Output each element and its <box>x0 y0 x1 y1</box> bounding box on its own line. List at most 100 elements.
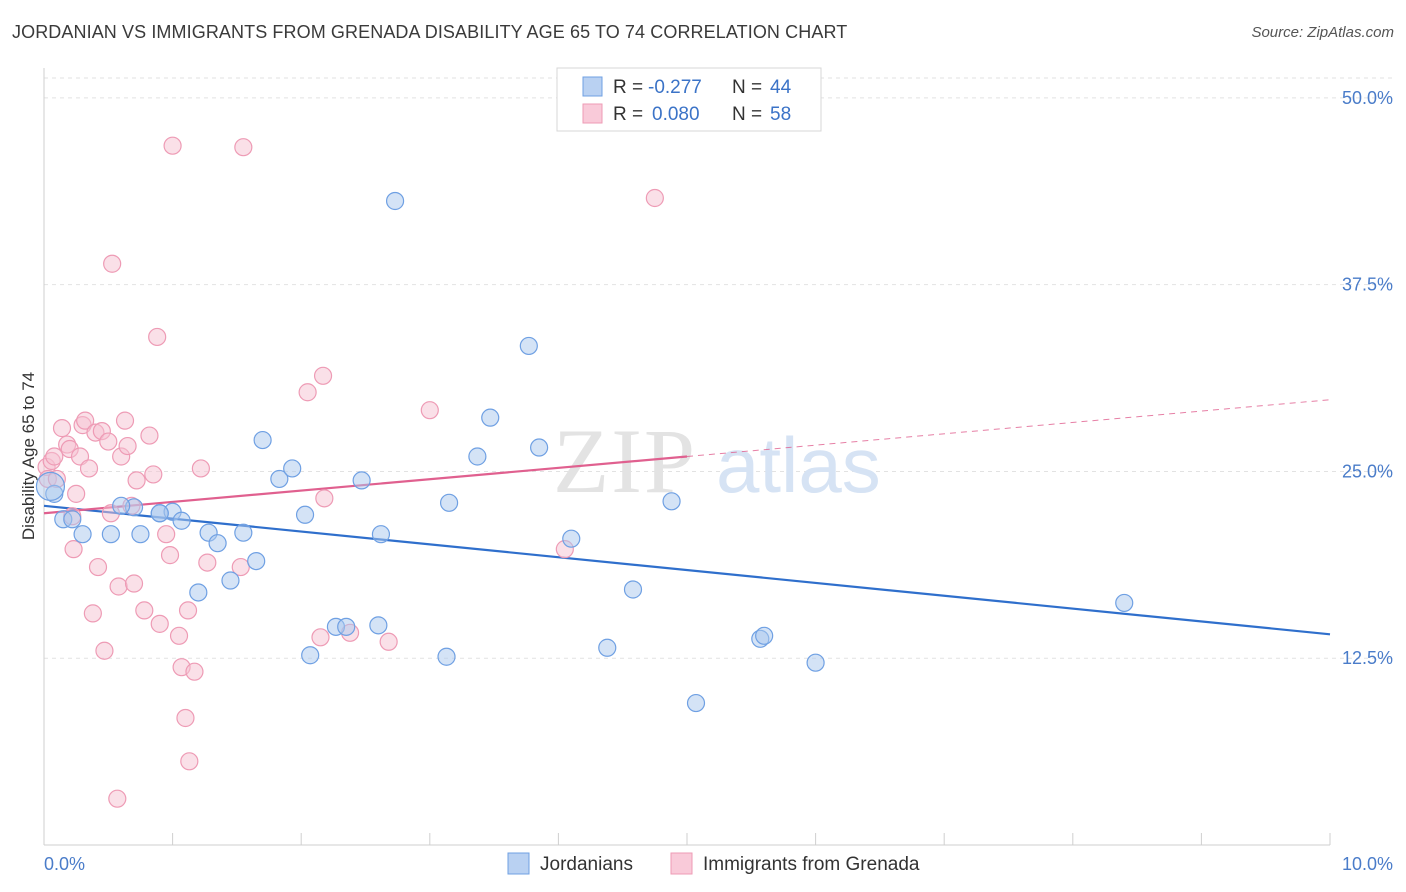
data-point <box>806 653 825 672</box>
data-point <box>315 489 334 508</box>
chart-title: JORDANIAN VS IMMIGRANTS FROM GRENADA DIS… <box>12 22 848 42</box>
watermark-atlas: atlas <box>716 421 881 509</box>
data-point <box>311 628 330 647</box>
data-point <box>64 540 83 559</box>
watermark: ZIP atlas <box>553 410 881 512</box>
data-point <box>337 617 356 636</box>
y-tick-label: 12.5% <box>1342 648 1393 668</box>
data-point <box>468 447 487 466</box>
data-point <box>437 647 456 666</box>
data-point <box>52 419 72 438</box>
legend-swatch-grenada <box>582 103 603 124</box>
data-point <box>755 626 774 645</box>
data-point <box>371 525 391 544</box>
data-point <box>562 529 581 548</box>
data-point <box>247 551 266 571</box>
data-point <box>150 614 169 633</box>
data-point <box>124 574 144 593</box>
data-point <box>234 138 253 157</box>
data-point <box>101 525 120 544</box>
data-point <box>150 504 169 523</box>
legend-swatch-jordanians <box>582 76 603 97</box>
y-tick-labels: 12.5% 25.0% 37.5% 50.0% <box>1342 88 1393 668</box>
data-point <box>270 469 289 489</box>
data-point <box>189 583 208 602</box>
data-point <box>79 459 99 478</box>
data-point <box>127 471 146 490</box>
data-point <box>83 604 102 623</box>
data-point <box>172 511 191 530</box>
legend-n-label-2: N = <box>732 104 762 125</box>
data-point <box>178 601 198 620</box>
data-point <box>519 336 538 356</box>
data-point <box>191 459 210 478</box>
legend-r-label-2: R = <box>613 104 643 125</box>
data-point <box>160 546 180 565</box>
data-point <box>169 626 189 645</box>
y-tick-label: 50.0% <box>1342 88 1393 108</box>
data-point <box>208 534 227 553</box>
data-point <box>45 447 64 466</box>
data-point <box>148 327 167 347</box>
correlation-legend: R = -0.277 N = 44 R = 0.080 N = 58 <box>556 67 822 132</box>
y-tick-label: 25.0% <box>1342 461 1393 481</box>
data-point <box>231 557 250 577</box>
data-point <box>185 662 204 681</box>
data-point <box>135 601 154 620</box>
series-legend-label-jordanians: Jordanians <box>540 854 633 875</box>
data-point <box>623 580 643 599</box>
data-point <box>295 505 315 524</box>
source-credit: Source: ZipAtlas.com <box>1251 24 1394 41</box>
x-tick-labels: 0.0% 10.0% <box>44 854 1393 874</box>
data-point <box>686 693 706 713</box>
data-point <box>95 641 114 660</box>
data-point <box>298 383 317 402</box>
series-legend-label-grenada: Immigrants from Grenada <box>703 854 920 875</box>
data-point <box>157 525 176 544</box>
data-point <box>385 191 405 211</box>
legend-r-value-2: 0.080 <box>652 104 700 125</box>
series-legend-swatch-jordanians <box>507 852 530 875</box>
data-point <box>313 366 333 385</box>
data-point <box>420 401 439 420</box>
data-point <box>283 459 302 478</box>
data-point <box>369 616 388 635</box>
legend-n-label-1: N = <box>732 77 762 98</box>
data-point <box>176 708 195 728</box>
data-point <box>530 438 549 457</box>
data-point <box>109 577 128 596</box>
legend-n-value-2: 58 <box>770 104 791 125</box>
data-point <box>144 465 163 484</box>
data-point <box>379 632 398 651</box>
data-point <box>234 523 253 542</box>
legend-r-label-1: R = <box>613 77 643 98</box>
data-points <box>35 136 1134 808</box>
data-point <box>662 492 681 511</box>
data-point <box>112 496 131 515</box>
data-point <box>301 646 320 665</box>
data-point <box>645 188 664 208</box>
data-point <box>131 525 150 544</box>
data-point <box>76 411 95 430</box>
data-point <box>140 426 159 445</box>
x-tick-label-max: 10.0% <box>1342 854 1393 874</box>
data-point <box>88 557 108 577</box>
data-point <box>598 638 617 657</box>
data-point <box>253 430 272 450</box>
trend-line-0 <box>43 504 1331 636</box>
data-point <box>115 411 135 430</box>
data-point <box>439 493 459 512</box>
series-legend: Jordanians Immigrants from Grenada <box>507 852 920 875</box>
series-legend-swatch-grenada <box>670 852 693 875</box>
y-axis-label: Disability Age 65 to 74 <box>19 372 38 540</box>
data-point <box>67 484 86 503</box>
x-tick-label-min: 0.0% <box>44 854 85 874</box>
legend-r-value-1: -0.277 <box>648 77 702 98</box>
data-point <box>163 136 182 155</box>
data-point <box>73 525 92 544</box>
data-point <box>118 436 137 456</box>
trend-line-extension-1 <box>686 399 1331 457</box>
data-point <box>180 752 199 771</box>
data-point <box>352 471 371 490</box>
